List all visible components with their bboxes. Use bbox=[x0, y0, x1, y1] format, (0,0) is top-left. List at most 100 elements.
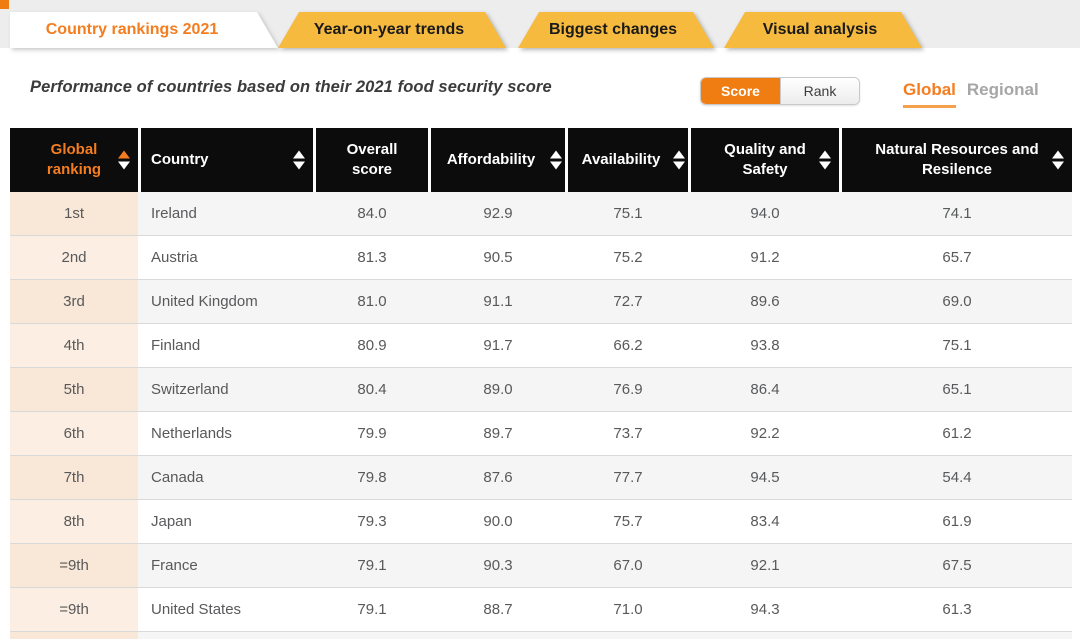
sort-arrows-icon[interactable] bbox=[819, 150, 831, 170]
affordability-cell: 88.7 bbox=[483, 601, 513, 618]
table-row: 8th Japan 79.3 90.0 75.7 83.4 61.9 bbox=[10, 500, 1072, 544]
availability-cell: 72.7 bbox=[613, 293, 643, 310]
availability-cell: 71.0 bbox=[613, 601, 643, 618]
column-header-affordability[interactable]: Affordability bbox=[431, 128, 565, 192]
country-cell: Japan bbox=[151, 513, 192, 530]
sort-arrows-icon[interactable] bbox=[118, 150, 130, 170]
tab-country-rankings-2021[interactable]: Country rankings 2021 bbox=[10, 12, 278, 48]
overall-score-cell: 79.8 bbox=[357, 469, 387, 486]
quality-safety-cell: 89.6 bbox=[750, 293, 780, 310]
sort-arrows-icon[interactable] bbox=[550, 150, 562, 170]
overall-score-cell bbox=[316, 632, 428, 639]
table-row: 4th Finland 80.9 91.7 66.2 93.8 75.1 bbox=[10, 324, 1072, 368]
country-cell: United Kingdom bbox=[151, 293, 258, 310]
sort-arrows-icon[interactable] bbox=[293, 150, 305, 170]
availability-cell: 75.7 bbox=[613, 513, 643, 530]
quality-safety-cell: 92.2 bbox=[750, 425, 780, 442]
rank-cell: 4th bbox=[10, 324, 138, 367]
rank-cell: 1st bbox=[10, 192, 138, 235]
column-label: Overall score bbox=[346, 141, 398, 178]
natural-resources-cell: 61.9 bbox=[942, 513, 972, 530]
quality-safety-cell: 91.2 bbox=[750, 249, 780, 266]
regional-scope-link[interactable]: Regional bbox=[966, 80, 1039, 99]
affordability-cell: 90.5 bbox=[483, 249, 513, 266]
natural-resources-cell: 54.4 bbox=[942, 469, 972, 486]
table-row: 5th Switzerland 80.4 89.0 76.9 86.4 65.1 bbox=[10, 368, 1072, 412]
sort-arrows-icon[interactable] bbox=[1052, 150, 1064, 170]
affordability-cell bbox=[431, 632, 565, 639]
table-row: =9th France 79.1 90.3 67.0 92.1 67.5 bbox=[10, 544, 1072, 588]
table-row: 1st Ireland 84.0 92.9 75.1 94.0 74.1 bbox=[10, 192, 1072, 236]
affordability-cell: 90.3 bbox=[483, 557, 513, 574]
natural-resources-cell: 65.7 bbox=[942, 249, 972, 266]
global-scope-link[interactable]: Global bbox=[903, 80, 956, 108]
overall-score-cell: 81.0 bbox=[357, 293, 387, 310]
natural-resources-cell: 61.3 bbox=[942, 601, 972, 618]
table-header-row: Global ranking Country Overall score Aff… bbox=[10, 128, 1072, 192]
tab-visual-analysis[interactable]: Visual analysis bbox=[724, 12, 922, 48]
natural-resources-cell: 69.0 bbox=[942, 293, 972, 310]
quality-safety-cell: 94.0 bbox=[750, 205, 780, 222]
country-cell: Austria bbox=[151, 249, 198, 266]
affordability-cell: 89.0 bbox=[483, 381, 513, 398]
tab-biggest-changes[interactable]: Biggest changes bbox=[518, 12, 714, 48]
country-cell: United States bbox=[151, 601, 242, 618]
natural-resources-cell: 65.1 bbox=[942, 381, 972, 398]
quality-safety-cell: 83.4 bbox=[750, 513, 780, 530]
natural-resources-cell: 67.5 bbox=[942, 557, 972, 574]
availability-cell: 77.7 bbox=[613, 469, 643, 486]
country-cell: Canada bbox=[151, 469, 204, 486]
rank-cell: =9th bbox=[10, 588, 138, 631]
score-toggle-button[interactable]: Score bbox=[701, 78, 780, 104]
rank-cell: 5th bbox=[10, 368, 138, 411]
table-row: 6th Netherlands 79.9 89.7 73.7 92.2 61.2 bbox=[10, 412, 1072, 456]
column-header-overall-score: Overall score bbox=[316, 128, 428, 192]
affordability-cell: 89.7 bbox=[483, 425, 513, 442]
column-header-availability[interactable]: Availability bbox=[568, 128, 688, 192]
quality-safety-cell: 92.1 bbox=[750, 557, 780, 574]
country-cell: Finland bbox=[151, 337, 201, 354]
column-label: Natural Resources and Resilence bbox=[875, 141, 1039, 178]
affordability-cell: 91.7 bbox=[483, 337, 513, 354]
natural-resources-cell: 61.2 bbox=[942, 425, 972, 442]
natural-resources-cell bbox=[842, 632, 1072, 639]
rankings-table: Global ranking Country Overall score Aff… bbox=[10, 128, 1072, 639]
quality-safety-cell: 86.4 bbox=[750, 381, 780, 398]
availability-cell: 73.7 bbox=[613, 425, 643, 442]
scope-toggle: Global Regional bbox=[903, 80, 1039, 108]
overall-score-cell: 79.1 bbox=[357, 601, 387, 618]
column-label: Affordability bbox=[446, 151, 536, 168]
column-header-country[interactable]: Country bbox=[141, 128, 313, 192]
overall-score-cell: 81.3 bbox=[357, 249, 387, 266]
score-rank-toggle: Score Rank bbox=[700, 77, 860, 105]
tab-label: Biggest changes bbox=[548, 21, 678, 38]
availability-cell bbox=[568, 632, 688, 639]
tab-label: Visual analysis bbox=[762, 21, 878, 38]
rank-toggle-button[interactable]: Rank bbox=[780, 78, 859, 104]
rank-cell: =9th bbox=[10, 544, 138, 587]
affordability-cell: 90.0 bbox=[483, 513, 513, 530]
column-label: Quality and Safety bbox=[724, 141, 806, 178]
affordability-cell: 92.9 bbox=[483, 205, 513, 222]
country-cell: Netherlands bbox=[151, 425, 232, 442]
table-row: 2nd Austria 81.3 90.5 75.2 91.2 65.7 bbox=[10, 236, 1072, 280]
affordability-cell: 87.6 bbox=[483, 469, 513, 486]
column-header-natural-resources[interactable]: Natural Resources and Resilence bbox=[842, 128, 1072, 192]
sort-arrows-icon[interactable] bbox=[673, 150, 685, 170]
availability-cell: 67.0 bbox=[613, 557, 643, 574]
table-row: =9th United States 79.1 88.7 71.0 94.3 6… bbox=[10, 588, 1072, 632]
overall-score-cell: 79.9 bbox=[357, 425, 387, 442]
column-header-quality-and-safety[interactable]: Quality and Safety bbox=[691, 128, 839, 192]
natural-resources-cell: 74.1 bbox=[942, 205, 972, 222]
tab-label: Country rankings 2021 bbox=[45, 21, 219, 38]
table-row: 3rd United Kingdom 81.0 91.1 72.7 89.6 6… bbox=[10, 280, 1072, 324]
tab-bar: Country rankings 2021 Year-on-year trend… bbox=[0, 0, 1080, 48]
column-label: Global ranking bbox=[46, 141, 102, 178]
table-row-partial bbox=[10, 632, 1072, 639]
tab-year-on-year-trends[interactable]: Year-on-year trends bbox=[278, 12, 506, 48]
column-header-global-ranking[interactable]: Global ranking bbox=[10, 128, 138, 192]
overall-score-cell: 79.3 bbox=[357, 513, 387, 530]
country-cell: France bbox=[151, 557, 198, 574]
natural-resources-cell: 75.1 bbox=[942, 337, 972, 354]
rank-cell: 8th bbox=[10, 500, 138, 543]
